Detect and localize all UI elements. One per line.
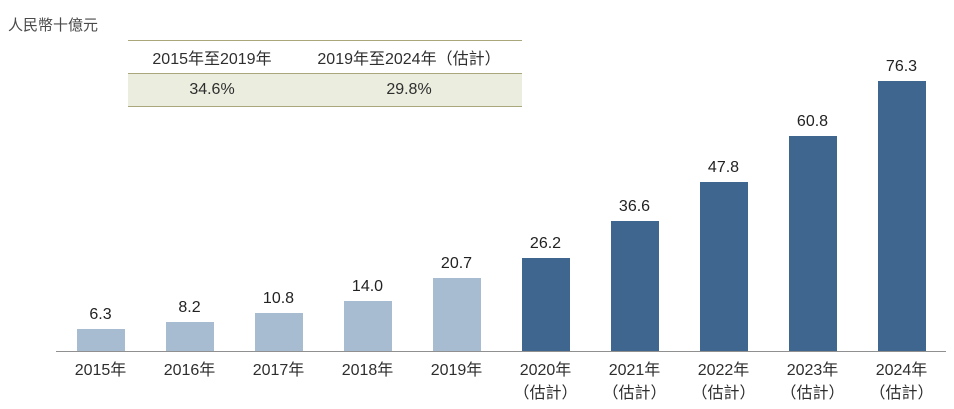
bar-value-label: 20.7 (440, 254, 473, 272)
bar-2021年 (610, 220, 659, 351)
bar-column-2024年: 76.3 (857, 58, 946, 351)
bar-2015年 (76, 328, 125, 351)
ticks-row: 2015年 2016年 2017年 2018年 2019年 2020年 （估計） 2021年（… (56, 350, 946, 405)
bar-value-label: 6.3 (89, 305, 112, 323)
x-tick-label-2015年: 2015年 (74, 361, 127, 379)
x-tick-label-2024年: 2024年 （估計） (869, 361, 934, 402)
x-tick-label-2020年: 2020年 （估計） (513, 361, 578, 402)
x-tick-label-2023年: 2023年 （估計） (780, 361, 845, 402)
bar-2023年 (788, 135, 837, 351)
bar-column-2016年: 8.2 (145, 299, 234, 351)
bar-column-2019年: 20.7 (412, 255, 501, 351)
bar-2018年 (343, 300, 392, 351)
y-axis-unit-label: 人民幣十億元 (8, 17, 99, 34)
bar-value-label: 76.3 (885, 57, 918, 75)
x-tick-label-2018年: 2018年 (341, 361, 394, 379)
bar-column-2023年: 60.8 (768, 113, 857, 351)
bar-column-2020年: 26.2 (501, 235, 590, 351)
bar-column-2021年: 36.6 (590, 198, 679, 351)
cagr-table-value-row: 34.6% 29.8% (128, 74, 522, 106)
bar-column-2017年: 10.8 (234, 290, 323, 351)
x-tick-label-2021年: 2021年 （估計） (602, 361, 667, 402)
bar-value-label: 10.8 (262, 289, 295, 307)
bar-column-2015年: 6.3 (56, 306, 145, 351)
cagr-table: 2015年至2019年 2019年至2024年（估計） 34.6% 29.8% (128, 40, 522, 107)
bar-2020年 (521, 257, 570, 351)
plot-area: 6.3 8.2 10.8 14.0 20.7 26.2 36.6 47.8 60.8 76.3 2… (56, 51, 946, 405)
bar-value-label: 8.2 (178, 298, 201, 316)
bar-value-label: 60.8 (796, 112, 829, 130)
bar-value-label: 36.6 (618, 197, 651, 215)
bar-column-2022年: 47.8 (679, 159, 768, 351)
bar-2022年 (699, 181, 748, 351)
bar-2024年 (877, 80, 926, 351)
bar-value-label: 14.0 (351, 277, 384, 295)
bar-2017年 (254, 312, 303, 351)
cagr-period-label-2: 2019年至2024年（估計） (317, 51, 501, 68)
cagr-value-2: 29.8% (386, 81, 432, 98)
bar-column-2018年: 14.0 (323, 278, 412, 351)
bar-2016年 (165, 321, 214, 351)
cagr-value-1: 34.6% (189, 81, 235, 98)
bar-2019年 (432, 277, 481, 351)
bar-value-label: 26.2 (529, 234, 562, 252)
cagr-period-label-1: 2015年至2019年 (152, 51, 272, 68)
cagr-table-header-row: 2015年至2019年 2019年至2024年（估計） (128, 41, 522, 74)
x-tick-label-2017年: 2017年 (252, 361, 305, 379)
x-tick-label-2022年: 2022年 （估計） (691, 361, 756, 402)
x-tick-label-2019年: 2019年 (430, 361, 483, 379)
x-tick-label-2016年: 2016年 (163, 361, 216, 379)
bar-value-label: 47.8 (707, 158, 740, 176)
bars-row: 6.3 8.2 10.8 14.0 20.7 26.2 36.6 47.8 60.8 76.3 (56, 51, 946, 351)
